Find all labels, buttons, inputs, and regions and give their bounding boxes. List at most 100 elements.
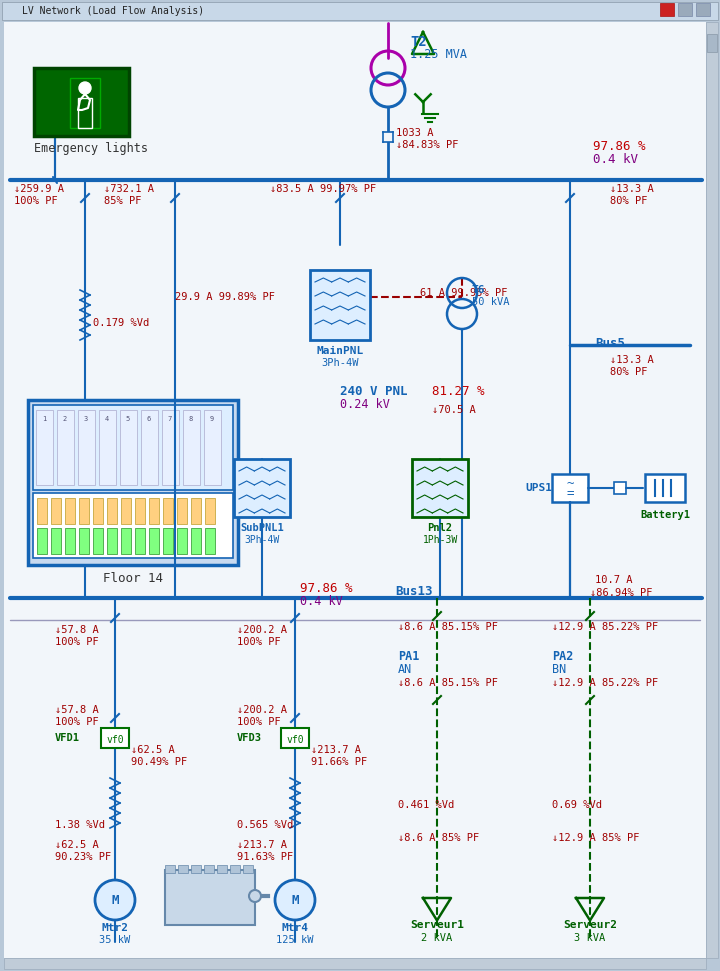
Bar bbox=[165, 865, 175, 873]
Text: ↓259.9 A: ↓259.9 A bbox=[14, 184, 64, 194]
Text: 125 kW: 125 kW bbox=[276, 935, 314, 945]
Bar bbox=[37, 498, 47, 524]
Text: 97.86 %: 97.86 % bbox=[300, 582, 353, 595]
Text: ↓200.2 A: ↓200.2 A bbox=[237, 625, 287, 635]
Bar bbox=[37, 528, 47, 554]
Bar bbox=[178, 865, 188, 873]
Text: Serveur2: Serveur2 bbox=[563, 920, 617, 930]
Bar bbox=[149, 528, 159, 554]
Text: BN: BN bbox=[552, 663, 566, 676]
Text: 100% PF: 100% PF bbox=[237, 637, 281, 647]
Bar bbox=[34, 68, 129, 136]
Text: ↓62.5 A: ↓62.5 A bbox=[55, 840, 99, 850]
Text: 1Ph-3W: 1Ph-3W bbox=[423, 535, 458, 545]
Bar bbox=[99, 410, 116, 485]
Bar bbox=[310, 270, 370, 340]
Bar bbox=[230, 865, 240, 873]
Text: 7: 7 bbox=[168, 416, 172, 422]
Circle shape bbox=[95, 880, 135, 920]
Bar bbox=[183, 410, 200, 485]
Text: 0.565 %Vd: 0.565 %Vd bbox=[237, 820, 293, 830]
Bar bbox=[149, 498, 159, 524]
Text: 85% PF: 85% PF bbox=[104, 196, 142, 206]
Text: 3: 3 bbox=[84, 416, 88, 422]
Text: LV Network (Load Flow Analysis): LV Network (Load Flow Analysis) bbox=[22, 6, 204, 16]
Bar bbox=[28, 400, 238, 565]
Bar bbox=[552, 474, 588, 502]
Text: 90.49% PF: 90.49% PF bbox=[131, 757, 187, 767]
Text: ↓13.3 A: ↓13.3 A bbox=[610, 184, 654, 194]
Text: 0.461 %Vd: 0.461 %Vd bbox=[398, 800, 454, 810]
Bar bbox=[70, 78, 100, 128]
Text: Mtr4: Mtr4 bbox=[282, 923, 308, 933]
Bar bbox=[93, 498, 103, 524]
Text: 1.25 MVA: 1.25 MVA bbox=[410, 48, 467, 61]
Text: 50 kVA: 50 kVA bbox=[472, 297, 510, 307]
Bar bbox=[707, 34, 717, 52]
Text: 0.69 %Vd: 0.69 %Vd bbox=[552, 800, 602, 810]
Text: ↓12.9 A 85.22% PF: ↓12.9 A 85.22% PF bbox=[552, 622, 658, 632]
Text: ↓8.6 A 85.15% PF: ↓8.6 A 85.15% PF bbox=[398, 678, 498, 688]
Text: Floor 14: Floor 14 bbox=[103, 572, 163, 585]
Bar bbox=[120, 410, 137, 485]
Text: 9: 9 bbox=[210, 416, 214, 422]
Bar bbox=[204, 410, 221, 485]
Text: 100% PF: 100% PF bbox=[55, 717, 99, 727]
Text: Serveur1: Serveur1 bbox=[410, 920, 464, 930]
Text: =: = bbox=[566, 487, 574, 500]
Bar bbox=[107, 528, 117, 554]
Bar bbox=[165, 870, 255, 925]
Bar bbox=[614, 482, 626, 494]
Text: ↓86.94% PF: ↓86.94% PF bbox=[590, 588, 652, 598]
Text: 1.38 %Vd: 1.38 %Vd bbox=[55, 820, 105, 830]
Bar bbox=[645, 474, 685, 502]
Bar bbox=[163, 498, 173, 524]
Text: Bus13: Bus13 bbox=[395, 585, 433, 598]
Text: 3Ph-4W: 3Ph-4W bbox=[321, 358, 359, 368]
Text: 3Ph-4W: 3Ph-4W bbox=[244, 535, 279, 545]
Text: 35 kW: 35 kW bbox=[99, 935, 130, 945]
Bar bbox=[65, 528, 75, 554]
Text: 97.86 %: 97.86 % bbox=[593, 140, 646, 153]
Text: ↓70.5 A: ↓70.5 A bbox=[432, 405, 476, 415]
Bar bbox=[121, 528, 131, 554]
Text: 100% PF: 100% PF bbox=[55, 637, 99, 647]
Bar bbox=[191, 865, 201, 873]
Text: 10.7 A: 10.7 A bbox=[595, 575, 632, 585]
Bar bbox=[2, 2, 718, 20]
Text: AN: AN bbox=[398, 663, 413, 676]
Bar bbox=[706, 22, 718, 958]
Bar bbox=[678, 3, 692, 16]
Text: 29.9 A 99.89% PF: 29.9 A 99.89% PF bbox=[175, 292, 275, 302]
Text: 0.4 kV: 0.4 kV bbox=[300, 595, 343, 608]
Text: 100% PF: 100% PF bbox=[237, 717, 281, 727]
Bar bbox=[141, 410, 158, 485]
Bar bbox=[93, 528, 103, 554]
Text: VFD3: VFD3 bbox=[237, 733, 262, 743]
Bar bbox=[36, 410, 53, 485]
Text: 80% PF: 80% PF bbox=[610, 367, 647, 377]
Text: 100% PF: 100% PF bbox=[14, 196, 58, 206]
Bar bbox=[4, 958, 706, 969]
Bar bbox=[121, 498, 131, 524]
Bar bbox=[412, 459, 468, 517]
Text: M: M bbox=[112, 893, 119, 907]
Text: ↓83.5 A 99.97% PF: ↓83.5 A 99.97% PF bbox=[270, 184, 377, 194]
Bar bbox=[217, 865, 227, 873]
Text: ↓200.2 A: ↓200.2 A bbox=[237, 705, 287, 715]
Bar bbox=[205, 498, 215, 524]
Bar bbox=[162, 410, 179, 485]
Text: VFD1: VFD1 bbox=[55, 733, 80, 743]
Text: ~: ~ bbox=[566, 478, 574, 490]
Text: 4: 4 bbox=[105, 416, 109, 422]
Bar bbox=[281, 728, 309, 748]
Bar bbox=[135, 498, 145, 524]
Text: ↓12.9 A 85% PF: ↓12.9 A 85% PF bbox=[552, 833, 639, 843]
Bar bbox=[177, 498, 187, 524]
Bar bbox=[383, 132, 393, 142]
Text: 0.24 kV: 0.24 kV bbox=[340, 398, 390, 411]
Text: 91.63% PF: 91.63% PF bbox=[237, 852, 293, 862]
Text: Battery1: Battery1 bbox=[640, 510, 690, 520]
Text: ↓84.83% PF: ↓84.83% PF bbox=[396, 140, 459, 150]
Bar bbox=[33, 493, 233, 558]
